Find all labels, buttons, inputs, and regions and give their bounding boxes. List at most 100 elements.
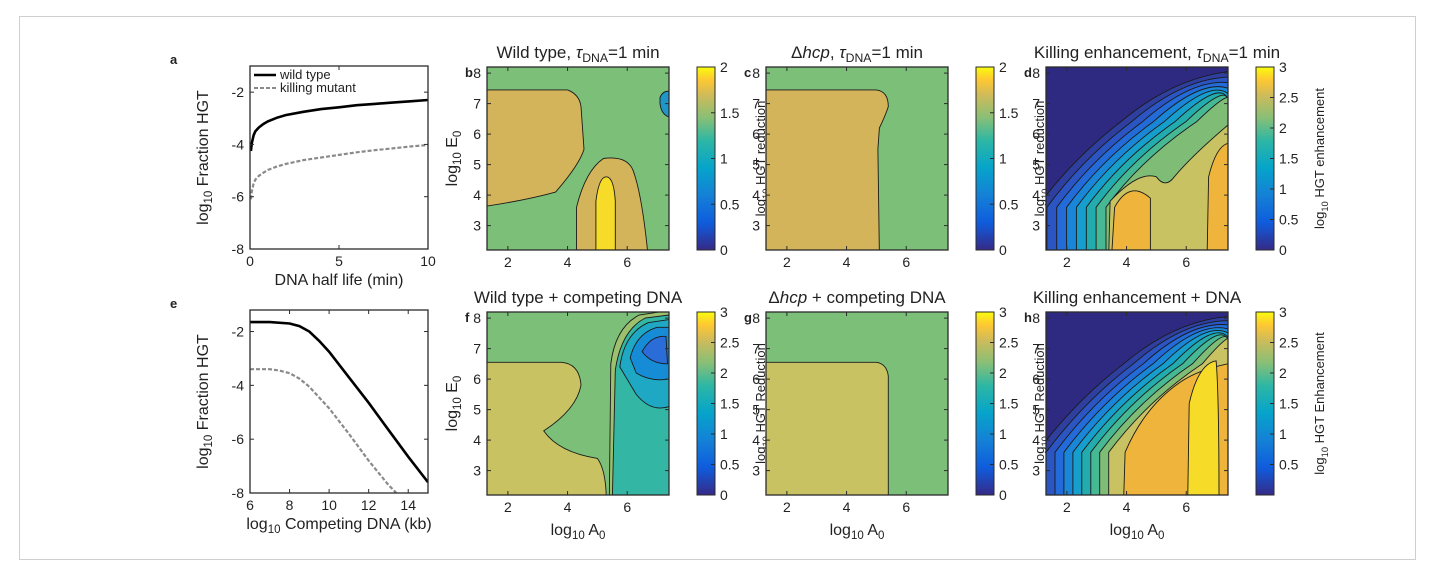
y-tick-label: 8 [752,65,760,81]
y-tick-label: 3 [473,463,481,479]
panel-title: Δhcp, τDNA=1 min [791,43,923,65]
colorbar-tick-label: 1.5 [999,396,1019,412]
x-tick-label: 4 [843,499,851,515]
colorbar-tick-label: 2.5 [1279,335,1299,351]
y-tick-label: -8 [232,241,245,257]
y-tick-label: 4 [1032,187,1040,203]
colorbar-tick-label: 0 [999,487,1007,503]
x-axis-label: log10 A0 [830,522,885,542]
y-tick-label: 3 [473,218,481,234]
panel-letter: b [465,65,473,80]
heatmap-regions [766,312,948,495]
panel-letter: a [170,52,178,67]
colorbar-tick-label: 1.5 [1279,396,1299,412]
colorbar-tick-label: 2 [1279,120,1287,136]
x-tick-label: 6 [1182,499,1190,515]
contour-region [766,89,889,250]
x-axis-label: log10 A0 [1110,522,1165,542]
colorbar-tick-label: 2 [999,59,1007,75]
colorbar-tick-label: 0.5 [999,196,1019,212]
y-tick-label: -8 [232,485,245,501]
colorbar-tick-label: 3 [999,304,1007,320]
y-tick-label: 4 [473,432,481,448]
x-tick-label: 6 [623,254,631,270]
y-tick-label: 8 [473,65,481,81]
legend-label: wild type [279,67,331,82]
series-line-killing-mutant [250,143,428,200]
heatmap-regions [1046,312,1228,495]
colorbar-tick-label: 1 [720,151,728,167]
colorbar-label: log10 HGT reduction [1032,101,1050,217]
y-tick-label: 7 [1032,96,1040,112]
colorbar-tick-label: 1 [999,151,1007,167]
colorbar-tick-label: 2 [999,365,1007,381]
contour-region [1111,190,1151,250]
x-axis-label: log10 A0 [551,522,606,542]
x-tick-label: 6 [902,254,910,270]
x-tick-label: 14 [400,497,416,513]
colorbar-tick-label: 1 [1279,426,1287,442]
contour-region [487,89,585,207]
y-tick-label: 6 [752,371,760,387]
panel-title: Wild type, τDNA=1 min [496,43,659,65]
colorbar-tick-label: 3 [1279,59,1287,75]
x-axis-label: DNA half life (min) [275,272,404,289]
y-tick-label: 6 [473,126,481,142]
y-tick-label: 7 [752,341,760,357]
y-tick-label: 8 [1032,65,1040,81]
colorbar-label: log10 HGT enhancement [1312,88,1330,229]
x-tick-label: 2 [504,499,512,515]
colorbar-tick-label: 0.5 [720,457,740,473]
y-tick-label: 8 [473,310,481,326]
y-tick-label: 8 [752,310,760,326]
y-tick-label: 4 [752,187,760,203]
panel-title: Wild type + competing DNA [474,288,683,307]
x-tick-label: 2 [1063,254,1071,270]
colorbar-label: log10 HGT Enhancement [1312,332,1330,475]
colorbar-tick-label: 0.5 [999,457,1019,473]
colorbar-tick-label: 0.5 [1279,457,1299,473]
y-axis-label: log10 Fraction HGT [195,90,215,225]
colorbar-tick-label: 2.5 [1279,90,1299,106]
x-tick-label: 10 [420,253,436,269]
contour-region [641,335,668,365]
x-axis-label: log10 Competing DNA (kb) [246,516,431,536]
colorbar-tick-label: 1 [999,426,1007,442]
figure-frame [19,16,1416,560]
axes-frame [765,311,949,496]
y-tick-label: 6 [752,126,760,142]
x-tick-label: 6 [623,499,631,515]
colorbar-tick-label: 1.5 [999,105,1019,121]
x-tick-label: 4 [564,499,572,515]
heatmap-regions [766,67,948,250]
contour-region [595,176,616,250]
y-tick-label: 4 [473,187,481,203]
x-tick-label: 4 [1123,499,1131,515]
x-tick-label: 2 [504,254,512,270]
plot-area [250,310,428,493]
panel-c: 2 4 6 3 4 5 6 7 8 0 0.5 1 1.5 2 log10 HGT reduction Δhc… [744,43,1050,270]
y-tick-label: -6 [232,189,245,205]
contour-region [659,90,669,118]
axes-frame [765,66,949,251]
colorbar-tick-label: 0 [720,487,728,503]
y-tick-label: 6 [473,371,481,387]
y-tick-label: 4 [1032,432,1040,448]
y-tick-label: 6 [1032,126,1040,142]
x-tick-label: 6 [246,497,254,513]
colorbar-tick-label: 1.5 [720,105,740,121]
y-tick-label: -2 [232,324,245,340]
colorbar-tick-label: 0 [720,242,728,258]
axes-frame [486,311,670,496]
x-tick-label: 4 [843,254,851,270]
panel-d: 2 4 6 3 4 5 6 7 8 0 0.5 1 1.5 2 2.5 3 log10 HGT enhancem… [1024,43,1330,270]
heatmap-regions [1046,67,1228,250]
y-tick-label: 5 [1032,402,1040,418]
x-tick-label: 2 [783,499,791,515]
colorbar-tick-label: 3 [1279,304,1287,320]
colorbar-tick-label: 3 [720,304,728,320]
axes-frame [1045,66,1229,251]
